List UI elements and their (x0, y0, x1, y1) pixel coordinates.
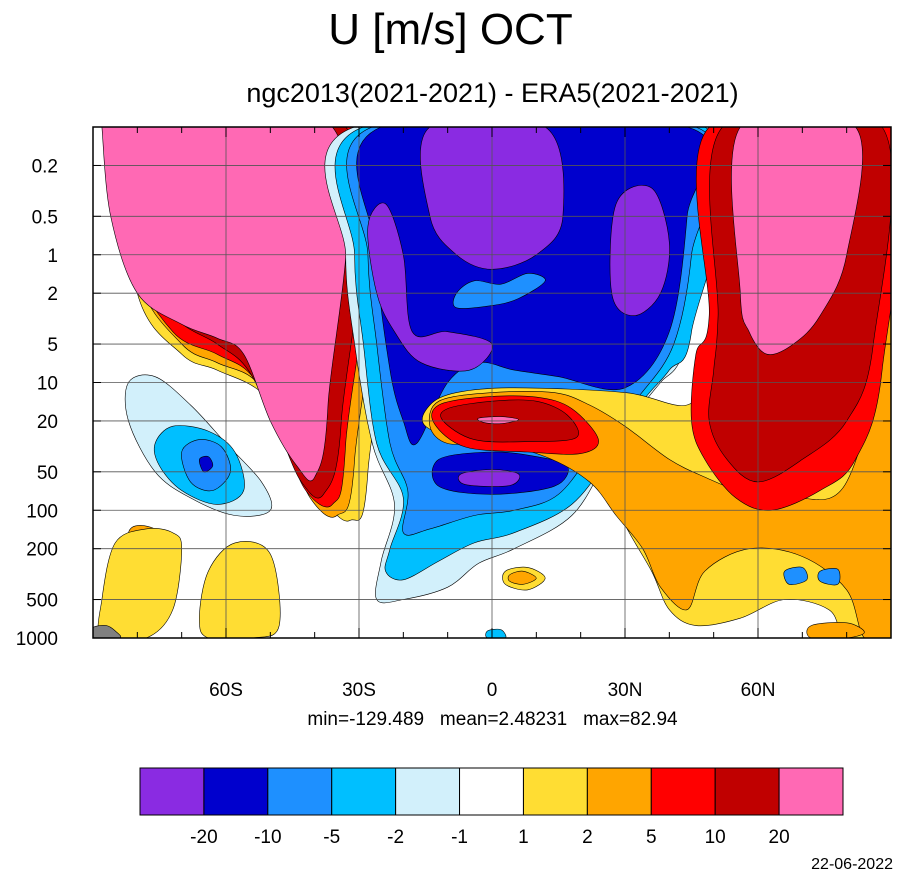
date-stamp: 22-06-2022 (811, 856, 893, 873)
y-tick-label: 0.5 (32, 207, 58, 228)
colorbar-swatch (650, 767, 716, 816)
x-tick-label: 60S (209, 680, 243, 701)
contour-region-35 (783, 566, 808, 585)
contour-region-19 (457, 469, 521, 487)
colorbar-label: -10 (254, 827, 281, 848)
colorbar-swatch (203, 767, 269, 816)
contour-region-9 (198, 455, 214, 473)
stats-summary: min=-129.489 mean=2.48231 max=82.94 (307, 709, 678, 730)
colorbar-label: -1 (451, 827, 468, 848)
y-tick-label: 20 (37, 412, 58, 433)
colorbar-swatch (395, 767, 461, 816)
y-tick-label: 500 (26, 591, 58, 612)
colorbar-swatch (139, 767, 205, 816)
grid-lines (93, 127, 891, 639)
x-tick-label: 60N (741, 680, 776, 701)
colorbar-label: -20 (190, 827, 217, 848)
y-tick-label: 10 (37, 374, 58, 395)
y-tick-label: 200 (26, 540, 58, 561)
contour-region-26 (477, 416, 519, 425)
y-tick-label: 0.2 (32, 156, 58, 177)
colorbar-swatch (459, 767, 524, 816)
contour-region-36 (817, 568, 841, 586)
chart-title: U [m/s] OCT (328, 5, 573, 54)
x-axis-labels: 60S 30S 0 30N 60N (209, 680, 775, 701)
contour-region-33 (507, 570, 537, 585)
colorbar-label: 1 (518, 827, 529, 848)
chart-subtitle: ngc2013(2021-2021) - ERA5(2021-2021) (246, 78, 739, 108)
contour-region-38 (93, 625, 122, 638)
axis-ticks (93, 127, 891, 639)
y-tick-label: 1000 (16, 629, 58, 650)
contour-region-17 (452, 273, 546, 309)
y-tick-label: 100 (26, 501, 58, 522)
colorbar-label: 20 (769, 827, 790, 848)
colorbar-label: -5 (323, 827, 340, 848)
colorbar-swatch (267, 767, 333, 816)
x-tick-label: 0 (487, 680, 498, 701)
colorbar-swatch (714, 767, 780, 816)
x-tick-label: 30S (342, 680, 376, 701)
colorbar-label: -2 (387, 827, 404, 848)
contour-region-29 (97, 528, 182, 638)
contour-region-31 (199, 541, 281, 638)
y-axis-labels: 0.2 0.5 1 2 5 10 20 50 100 200 500 1000 (16, 156, 58, 650)
y-tick-label: 50 (37, 463, 58, 484)
x-tick-label: 30N (608, 680, 643, 701)
y-tick-label: 1 (47, 246, 58, 267)
colorbar-swatch (331, 767, 397, 816)
colorbar-label: 5 (646, 827, 657, 848)
colorbar-label: 2 (582, 827, 593, 848)
contour-region-37 (485, 628, 507, 638)
colorbar-label: 10 (705, 827, 726, 848)
colorbar-swatch (586, 767, 652, 816)
y-tick-label: 2 (47, 284, 58, 305)
colorbar-swatch (778, 767, 844, 816)
colorbar-swatch (522, 767, 588, 816)
colorbar: -20 -10 -5 -2 -1 1 2 5 10 20 (139, 767, 844, 848)
y-tick-label: 5 (47, 335, 58, 356)
